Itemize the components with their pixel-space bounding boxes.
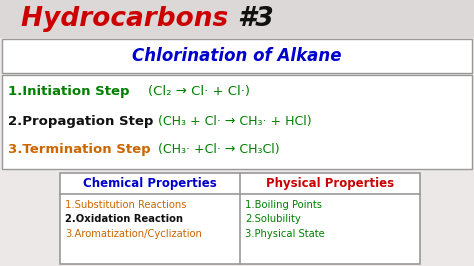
Text: Chlorination of Alkane: Chlorination of Alkane (132, 47, 342, 65)
Text: Chemical Properties: Chemical Properties (83, 177, 217, 190)
Text: (Cl₂ → Cl· + Cl·): (Cl₂ → Cl· + Cl·) (148, 85, 250, 98)
Text: 3.Physical State: 3.Physical State (245, 229, 325, 239)
Text: 1.Substitution Reactions: 1.Substitution Reactions (65, 200, 186, 210)
Text: 2.Oxidation Reaction: 2.Oxidation Reaction (65, 214, 183, 224)
Text: 2.Solubility: 2.Solubility (245, 214, 301, 224)
Text: 3.Aromatization/Cyclization: 3.Aromatization/Cyclization (65, 229, 202, 239)
FancyBboxPatch shape (60, 173, 420, 264)
Text: 1.Boiling Points: 1.Boiling Points (245, 200, 322, 210)
Text: Hydrocarbons: Hydrocarbons (21, 6, 237, 32)
Text: Physical Properties: Physical Properties (266, 177, 394, 190)
Text: 3.Termination Step: 3.Termination Step (8, 143, 155, 156)
Text: (CH₃ + Cl· → CH₃· + HCl): (CH₃ + Cl· → CH₃· + HCl) (158, 114, 311, 127)
Text: (CH₃· +Cl· → CH₃Cl): (CH₃· +Cl· → CH₃Cl) (158, 143, 280, 156)
Text: 2.Propagation Step: 2.Propagation Step (8, 114, 158, 127)
FancyBboxPatch shape (0, 0, 474, 38)
Text: #3: #3 (237, 6, 274, 32)
Text: 1.Initiation Step: 1.Initiation Step (8, 85, 134, 98)
FancyBboxPatch shape (2, 39, 472, 73)
FancyBboxPatch shape (2, 75, 472, 169)
